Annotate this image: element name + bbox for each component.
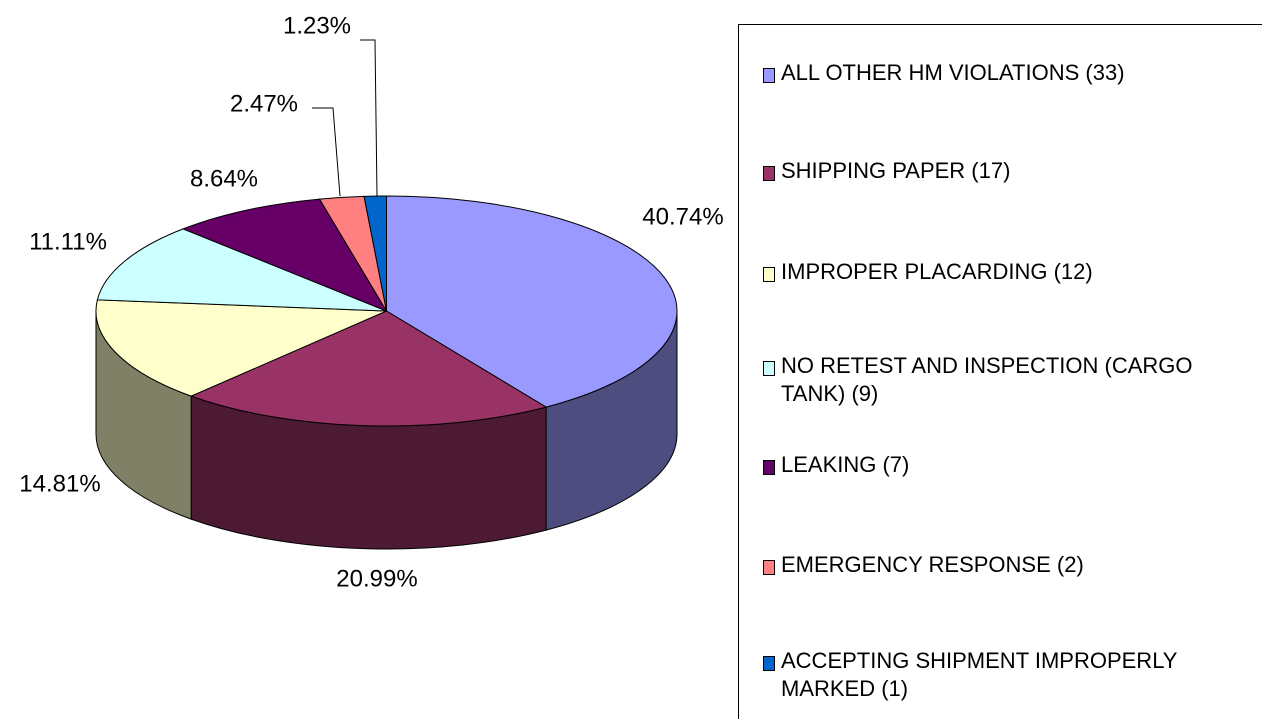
slice — [363, 195, 387, 312]
legend-item: ALL OTHER HM VIOLATIONS (33) — [763, 59, 1211, 87]
legend-label: ACCEPTING SHIPMENT IMPROPERLY MARKED (1) — [781, 648, 1178, 701]
legend-item: SHIPPING PAPER (17) — [763, 157, 1211, 185]
data-label: 20.99% — [336, 565, 417, 592]
leader-line — [360, 39, 378, 197]
data-label: 2.47% — [230, 90, 298, 117]
legend-swatch — [763, 267, 775, 282]
legend-label: LEAKING (7) — [781, 452, 910, 477]
legend-item: IMPROPER PLACARDING (12) — [763, 258, 1211, 286]
legend-label: NO RETEST AND INSPECTION (CARGO TANK) (9… — [781, 353, 1193, 406]
legend-swatch — [763, 460, 775, 475]
legend-item: ACCEPTING SHIPMENT IMPROPERLY MARKED (1) — [763, 647, 1211, 703]
data-label: 8.64% — [190, 165, 258, 192]
legend-label: ALL OTHER HM VIOLATIONS (33) — [781, 60, 1125, 85]
data-label: 40.74% — [642, 203, 723, 230]
legend-swatch — [763, 656, 775, 671]
legend-label: EMERGENCY RESPONSE (2) — [781, 552, 1084, 577]
legend-item: EMERGENCY RESPONSE (2) — [763, 551, 1211, 579]
slice — [181, 198, 388, 313]
legend-swatch — [763, 361, 775, 376]
legend: ALL OTHER HM VIOLATIONS (33) SHIPPING PAP… — [738, 24, 1262, 719]
slice — [189, 310, 548, 427]
data-label: 14.81% — [19, 470, 100, 497]
legend-label: IMPROPER PLACARDING (12) — [781, 259, 1093, 284]
slice — [96, 228, 387, 312]
legend-label: SHIPPING PAPER (17) — [781, 158, 1011, 183]
pie-area: 40.74% 20.99% 14.81% 11.11% 8.64% 2.47% 1.23% — [19, 12, 723, 592]
data-label: 1.23% — [283, 12, 351, 39]
legend-item: LEAKING (7) — [763, 451, 1211, 479]
legend-swatch — [763, 560, 775, 575]
legend-swatch — [763, 68, 775, 83]
slice — [95, 299, 387, 397]
legend-swatch — [763, 166, 775, 181]
data-label: 11.11% — [29, 228, 107, 255]
leader-line — [312, 107, 341, 197]
legend-item: NO RETEST AND INSPECTION (CARGO TANK) (9… — [763, 352, 1211, 408]
